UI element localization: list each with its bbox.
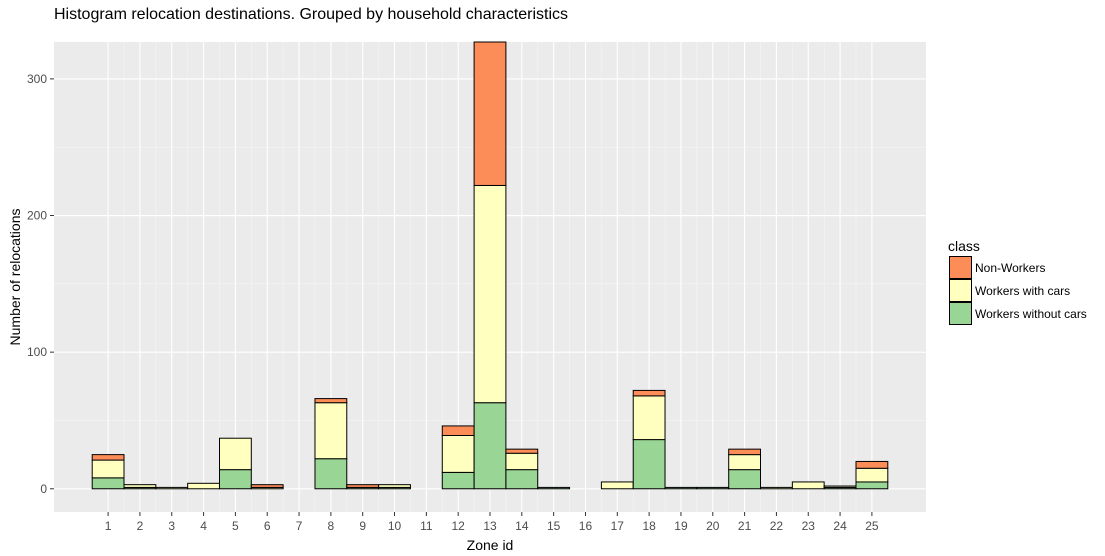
bar-segment <box>91 454 125 461</box>
legend-label: Workers without cars <box>975 307 1087 321</box>
x-tick-label: 19 <box>674 519 688 533</box>
bar-segment <box>441 434 475 473</box>
bar-segment <box>632 389 666 397</box>
x-tick-label: 12 <box>451 519 465 533</box>
x-axis-title: Zone id <box>467 537 514 553</box>
y-tick-label: 300 <box>27 72 47 86</box>
x-tick-label: 23 <box>802 519 816 533</box>
chart-title: Histogram relocation destinations. Group… <box>54 6 569 23</box>
bar-segment <box>378 484 411 488</box>
legend-label: Workers with cars <box>975 284 1070 298</box>
bar-segment <box>219 469 252 490</box>
bar-segment <box>250 484 284 488</box>
bar-segment <box>728 469 761 490</box>
legend-title: class <box>948 238 980 254</box>
bar-segment <box>441 425 475 436</box>
bar-segment <box>505 448 539 454</box>
bar-segment <box>473 402 507 490</box>
x-tick-label: 21 <box>738 519 752 533</box>
legend-key <box>949 302 972 325</box>
bar-segment <box>155 486 189 490</box>
bar-segment <box>219 437 252 471</box>
x-tick-label: 4 <box>200 519 207 533</box>
bar-segment <box>473 41 507 186</box>
bar-segment <box>505 452 539 471</box>
x-tick-label: 13 <box>483 519 497 533</box>
x-tick-label: 10 <box>388 519 402 533</box>
bar-segment <box>823 485 857 488</box>
bar-segment <box>441 471 475 490</box>
bar-segment <box>855 481 889 490</box>
bar-segment <box>728 454 761 471</box>
bar-segment <box>728 448 761 456</box>
x-tick-label: 9 <box>359 519 366 533</box>
x-tick-label: 11 <box>420 519 433 533</box>
y-tick-label: 200 <box>27 209 47 223</box>
bar-segment <box>473 184 507 404</box>
bar-segment <box>632 395 666 441</box>
x-tick-label: 6 <box>264 519 271 533</box>
bar-segment <box>123 484 157 488</box>
bar-segment <box>855 467 889 483</box>
y-tick-label: 0 <box>40 482 47 496</box>
bar-segment <box>91 477 125 490</box>
bar-segment <box>346 484 380 488</box>
x-tick-label: 20 <box>706 519 720 533</box>
bar-segment <box>855 460 889 469</box>
x-tick-label: 16 <box>579 519 593 533</box>
bar-segment <box>600 481 634 490</box>
x-tick-label: 8 <box>328 519 335 533</box>
x-tick-label: 7 <box>296 519 303 533</box>
bar-segment <box>187 482 220 490</box>
bar-segment <box>664 486 698 490</box>
x-tick-label: 25 <box>865 519 879 533</box>
legend-key <box>949 279 972 302</box>
legend-label: Non-Workers <box>975 261 1045 275</box>
x-tick-label: 14 <box>515 519 529 533</box>
x-tick-label: 2 <box>137 519 144 533</box>
bar-segment <box>696 486 730 490</box>
x-tick-label: 3 <box>168 519 175 533</box>
bar-segment <box>791 481 825 490</box>
x-tick-label: 18 <box>642 519 656 533</box>
x-tick-label: 1 <box>105 519 112 533</box>
bar-segment <box>505 469 539 490</box>
x-tick-label: 5 <box>232 519 239 533</box>
bar-segment <box>314 402 348 460</box>
bar-segment <box>632 439 666 490</box>
x-tick-label: 24 <box>833 519 847 533</box>
x-tick-label: 15 <box>547 519 561 533</box>
bar-segment <box>314 458 348 490</box>
y-axis-title: Number of relocations <box>7 209 23 346</box>
x-tick-label: 17 <box>611 519 625 533</box>
y-tick-label: 100 <box>27 345 47 359</box>
bar-segment <box>91 459 125 479</box>
bar-segment <box>314 398 348 404</box>
legend-key <box>949 256 972 279</box>
bar-segment <box>537 486 571 490</box>
bar-segment <box>760 486 793 490</box>
x-tick-label: 22 <box>770 519 784 533</box>
